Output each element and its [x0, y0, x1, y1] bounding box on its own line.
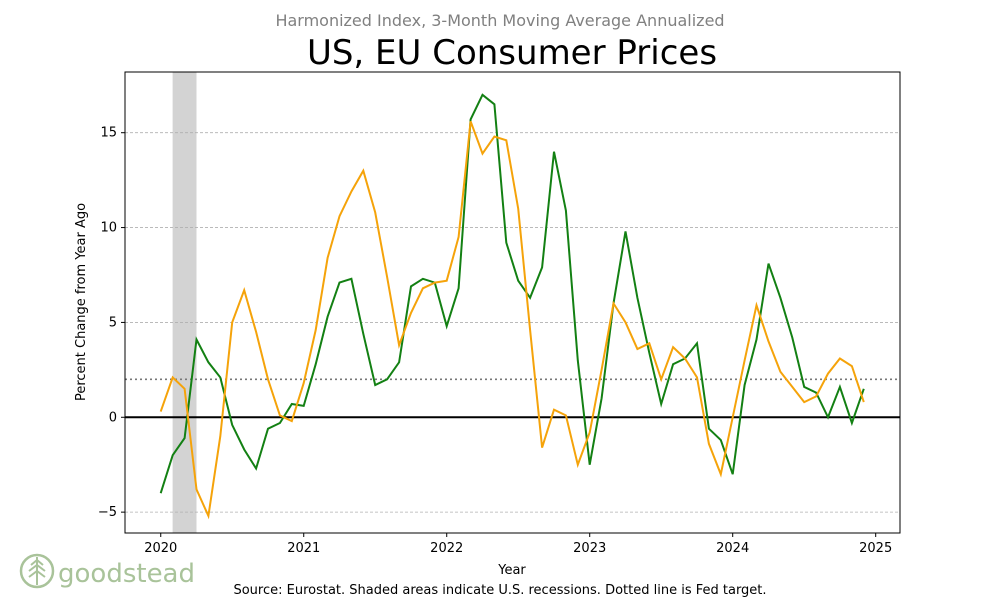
- logo-text: goodstead: [58, 559, 195, 589]
- y-axis-label: Percent Change from Year Ago: [74, 203, 89, 401]
- y-tick-label: −5: [98, 505, 117, 520]
- y-tick-label: 0: [109, 410, 117, 425]
- x-tick-label: 2023: [573, 541, 606, 556]
- series-line-0: [159, 93, 865, 494]
- x-tick-label: 2021: [287, 541, 320, 556]
- x-axis-label: Year: [497, 563, 526, 578]
- source-note: Source: Eurostat. Shaded areas indicate …: [233, 583, 766, 598]
- y-tick-label: 5: [109, 315, 117, 330]
- chart-subtitle: Harmonized Index, 3-Month Moving Average…: [275, 11, 724, 30]
- plot-frame: [124, 71, 901, 534]
- y-tick-label: 10: [100, 221, 117, 236]
- x-tick-label: 2020: [144, 541, 177, 556]
- x-tick-label: 2025: [859, 541, 892, 556]
- x-tick-label: 2024: [716, 541, 749, 556]
- x-tick-label: 2022: [430, 541, 463, 556]
- chart-title: US, EU Consumer Prices: [307, 33, 717, 73]
- goodstead-logo: goodstead: [19, 553, 195, 589]
- tree-icon: [19, 553, 55, 589]
- y-tick-label: 15: [100, 126, 117, 141]
- series-line-1: [159, 120, 865, 520]
